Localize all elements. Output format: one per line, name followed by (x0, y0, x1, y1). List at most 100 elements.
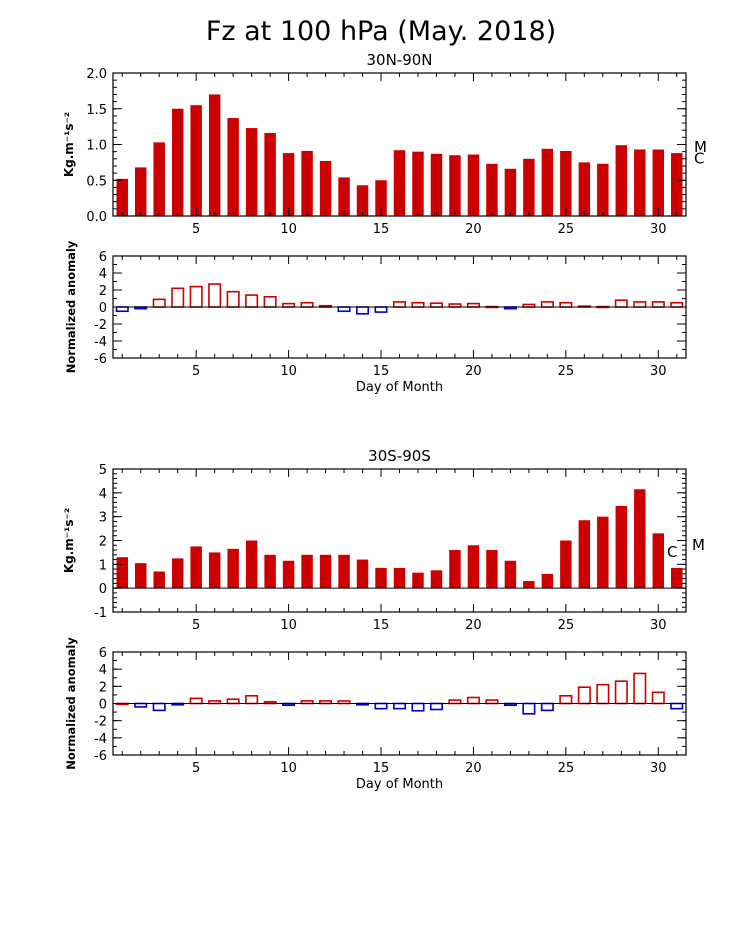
data-bar (560, 540, 572, 589)
panel-2: 5 10 15 20 25 30 -6 -4 -2 0 2 4 6 Normalized anomaly D… (64, 240, 687, 395)
data-bar (412, 151, 424, 216)
anomaly-bar (356, 306, 370, 315)
anomaly-bar (226, 290, 240, 308)
anomaly-bar (540, 702, 554, 712)
y-tick-label: 1.0 (86, 139, 107, 154)
data-bar (134, 167, 147, 216)
data-bar (153, 142, 165, 216)
x-tick-label: 30 (650, 364, 667, 379)
data-bar (486, 163, 498, 216)
y-tick-label: 0 (99, 698, 107, 713)
anomaly-bar (429, 302, 443, 308)
anomaly-bar (614, 299, 628, 308)
data-bar (523, 158, 535, 216)
y-tick-label: 2 (99, 680, 107, 695)
x-tick-label: 5 (192, 364, 200, 379)
data-bar (523, 581, 535, 589)
anomaly-bar (374, 702, 388, 710)
data-bar (430, 570, 443, 589)
data-bar (208, 94, 221, 216)
data-bar (449, 155, 461, 216)
anomaly-bar (466, 696, 480, 705)
x-tick-label: 5 (192, 618, 200, 633)
y-tick-label: 1 (99, 558, 107, 573)
data-bar (208, 552, 221, 589)
data-bar (449, 550, 461, 589)
y-tick-label: 3 (99, 511, 107, 526)
anomaly-bar (115, 306, 129, 313)
anomaly-bar (245, 294, 259, 308)
data-bar (671, 567, 683, 589)
data-bar (264, 554, 276, 589)
data-bar (412, 572, 424, 589)
data-bar (356, 559, 369, 589)
anomaly-bar (670, 301, 684, 308)
x-tick-label: 15 (373, 761, 390, 776)
y-tick-label: -2 (94, 715, 107, 730)
panel-title: 30N-90N (366, 51, 432, 69)
anomaly-bar (152, 298, 166, 308)
data-bar (301, 554, 313, 589)
y-tick-label: 4 (99, 487, 107, 502)
anomaly-bar (448, 699, 462, 705)
y-axis-label: Normalized anomaly (64, 240, 78, 373)
data-bar (578, 520, 591, 589)
data-bar (264, 133, 276, 216)
data-bar (171, 108, 184, 216)
anomaly-bar (263, 295, 277, 308)
data-bar (504, 560, 517, 589)
y-axis-label: Kg.m⁻¹s⁻² (62, 508, 76, 573)
data-bar (245, 128, 258, 216)
y-tick-label: -6 (94, 749, 107, 764)
data-bar (375, 180, 387, 216)
data-bar (652, 149, 665, 216)
x-tick-label: 20 (465, 761, 482, 776)
anomaly-bar (411, 702, 425, 712)
data-bar (190, 105, 202, 216)
y-tick-label: 4 (99, 267, 107, 282)
y-tick-label: 6 (99, 250, 107, 265)
y-tick-label: -4 (94, 732, 107, 747)
anomaly-bar (614, 680, 628, 705)
data-bar (282, 560, 295, 589)
data-bar (393, 150, 406, 216)
panel-1: 5 10 15 20 25 30 0.0 0.5 1.0 1.5 2.0 30N-90N Kg.m⁻¹s… (62, 51, 707, 237)
panel-title: 30S-90S (368, 447, 431, 465)
anomaly-bar (282, 302, 296, 308)
data-bar (430, 153, 443, 216)
x-tick-label: 20 (465, 364, 482, 379)
data-bar (356, 185, 369, 216)
anomaly-bar (577, 686, 591, 705)
x-axis-label: Day of Month (356, 777, 443, 792)
y-tick-label: 0 (99, 582, 107, 597)
data-bar (190, 546, 202, 589)
data-bar (134, 563, 147, 589)
anomaly-bar (596, 683, 610, 705)
data-bar (634, 489, 646, 589)
data-bar (467, 545, 480, 589)
y-tick-label: 2 (99, 284, 107, 299)
data-bar (282, 153, 295, 216)
data-bar (116, 557, 128, 589)
y-tick-label: -4 (94, 335, 107, 350)
y-axis-label: Normalized anomaly (64, 637, 78, 770)
marker-m: M (692, 536, 705, 554)
x-tick-label: 25 (558, 364, 575, 379)
data-bar (171, 558, 184, 589)
data-bar (245, 540, 258, 589)
data-bar (541, 573, 554, 589)
panel-3: 5 10 15 20 25 30 -1 0 1 2 3 4 5 30S-90S Kg.m⁻¹s⁻² C M (62, 447, 705, 633)
data-bar (541, 148, 554, 216)
anomaly-bar (337, 306, 351, 313)
y-tick-label: -1 (94, 606, 107, 621)
y-tick-label: 2.0 (86, 67, 107, 82)
data-bar (597, 163, 609, 216)
x-tick-label: 30 (650, 761, 667, 776)
x-tick-label: 30 (650, 222, 667, 237)
anomaly-bar (300, 301, 314, 308)
anomaly-bar (670, 702, 684, 710)
x-tick-label: 10 (280, 364, 297, 379)
y-tick-label: 1.5 (86, 103, 107, 118)
anomaly-bar (189, 285, 203, 308)
